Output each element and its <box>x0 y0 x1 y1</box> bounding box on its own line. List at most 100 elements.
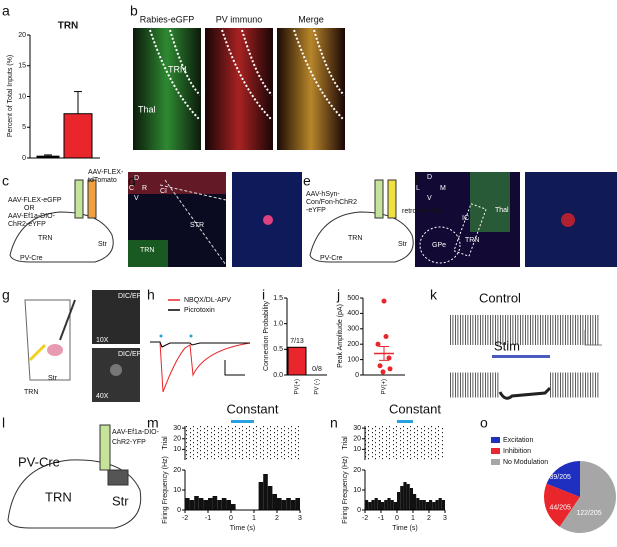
hist-bar <box>185 498 190 510</box>
hist-bar <box>258 482 264 510</box>
hist-bar <box>371 500 375 510</box>
f-label: Thal <box>495 207 509 214</box>
d-label: C <box>129 185 134 192</box>
y-tick-label: 5 <box>22 124 26 131</box>
y-axis-label: Percent of Total Inputs (%) <box>7 55 14 137</box>
d-label: V <box>134 195 139 202</box>
legend-swatch <box>491 459 500 465</box>
hist-bar <box>432 502 436 510</box>
hist-bar <box>281 500 287 510</box>
y-tick-label: 20 <box>353 467 361 474</box>
c-label: AAV-FLEX- <box>88 169 124 176</box>
k-label: Stim <box>494 338 520 353</box>
hist-bar <box>409 488 413 510</box>
y-tick-label: 0 <box>177 507 181 514</box>
hist-bar <box>231 504 236 510</box>
y-tick-label: 200 <box>347 341 359 348</box>
hist-bar <box>226 500 231 510</box>
hist-bar <box>221 498 227 510</box>
hist-bar <box>429 500 433 510</box>
pie-slice <box>544 483 580 527</box>
hist-bar <box>377 500 381 510</box>
x-axis-label: Time (s) <box>230 525 255 532</box>
y-tick-label: 0.0 <box>273 372 283 379</box>
panel-letter: l <box>2 415 5 431</box>
hist-bar <box>295 498 300 510</box>
hist-bar <box>374 498 378 510</box>
hist-bar <box>198 498 204 510</box>
d-label: CI <box>160 188 167 195</box>
value-label: 7/13 <box>290 338 304 345</box>
slice-label: 39/205 <box>549 474 571 481</box>
f-label: M <box>440 185 446 192</box>
y-tick-label: 0 <box>22 155 26 162</box>
ephys-traces-k <box>450 315 602 400</box>
g-label: DIC/EPI <box>118 293 143 300</box>
y-tick-label: 20 <box>173 436 181 443</box>
e-label: Str <box>398 241 408 248</box>
chart-title: TRN <box>58 21 79 32</box>
ephys-traces-h <box>150 334 251 393</box>
y-tick-label: 300 <box>347 326 359 333</box>
y-tick-label: 500 <box>347 295 359 302</box>
y-axis-label: Trial <box>342 436 349 450</box>
x-tick-label: -2 <box>362 515 368 522</box>
y-tick-label: 30 <box>173 425 181 432</box>
x-tick-label: 1 <box>411 515 415 522</box>
panel-letter: b <box>130 3 138 19</box>
hist-bar <box>208 498 213 510</box>
y-tick-label: 100 <box>347 356 359 363</box>
y-tick-label: 400 <box>347 310 359 317</box>
x-tick-label: 2 <box>275 515 279 522</box>
x-tick-label: 3 <box>298 515 302 522</box>
hist-bar <box>416 498 420 510</box>
y-tick-label: 20 <box>353 436 361 443</box>
hist-bar <box>400 486 404 510</box>
stim-bar <box>231 420 254 423</box>
y-tick-label: 20 <box>173 467 181 474</box>
panel-letter: f <box>415 173 419 189</box>
l-label: Str <box>112 493 129 508</box>
hist-bar <box>368 502 372 510</box>
c-label: OR <box>24 205 35 212</box>
hist-bar <box>384 500 388 510</box>
c-label: PV-Cre <box>20 255 43 262</box>
hist-bar <box>212 496 218 510</box>
y-tick-label: 30 <box>353 425 361 432</box>
y-tick-label: 10 <box>173 487 181 494</box>
data-point <box>383 334 389 339</box>
panel-letter: a <box>2 3 10 19</box>
y-tick-label: 15 <box>18 63 26 70</box>
y-axis-label: Firing Frequency (Hz) <box>342 456 349 524</box>
legend-label: Excitation <box>503 437 533 444</box>
y-tick-label: 1.0 <box>273 321 283 328</box>
y-axis-label: Firing Frequency (Hz) <box>162 456 169 524</box>
hist-bar <box>290 500 296 510</box>
y-tick-label: 1.5 <box>273 295 283 302</box>
x-tick-label: PV(+) <box>382 379 388 395</box>
data-point <box>381 298 387 304</box>
panel-letter: m <box>147 415 159 431</box>
micrographs-b <box>133 28 345 150</box>
panel-title: Constant <box>389 401 441 416</box>
l-label: ChR2-YFP <box>112 439 146 446</box>
y-tick-label: 20 <box>18 32 26 39</box>
hist-bar <box>403 482 407 510</box>
k-label: Control <box>479 290 521 305</box>
b-label: TRN <box>168 64 187 74</box>
y-tick-label: 10 <box>18 93 26 100</box>
b-header: Merge <box>298 14 324 24</box>
f-label: TRN <box>465 237 479 244</box>
panel-letter: k <box>430 287 438 303</box>
g-label: 10X <box>96 337 109 344</box>
hist-bar <box>425 502 429 510</box>
x-tick-label: PV (-) <box>315 379 321 395</box>
e-label: Con/Fon-hChR2 <box>306 199 357 206</box>
e-label: -eYFP <box>306 207 326 214</box>
legend-swatch <box>491 448 500 454</box>
g-label: 40X <box>96 393 109 400</box>
f-label: L <box>416 185 420 192</box>
l-label: AAV-Ef1a-DIO- <box>112 429 160 436</box>
hist-bar <box>203 500 208 510</box>
